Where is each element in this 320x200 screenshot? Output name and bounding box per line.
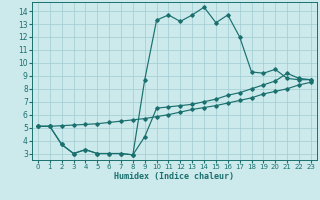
X-axis label: Humidex (Indice chaleur): Humidex (Indice chaleur) (115, 172, 234, 181)
